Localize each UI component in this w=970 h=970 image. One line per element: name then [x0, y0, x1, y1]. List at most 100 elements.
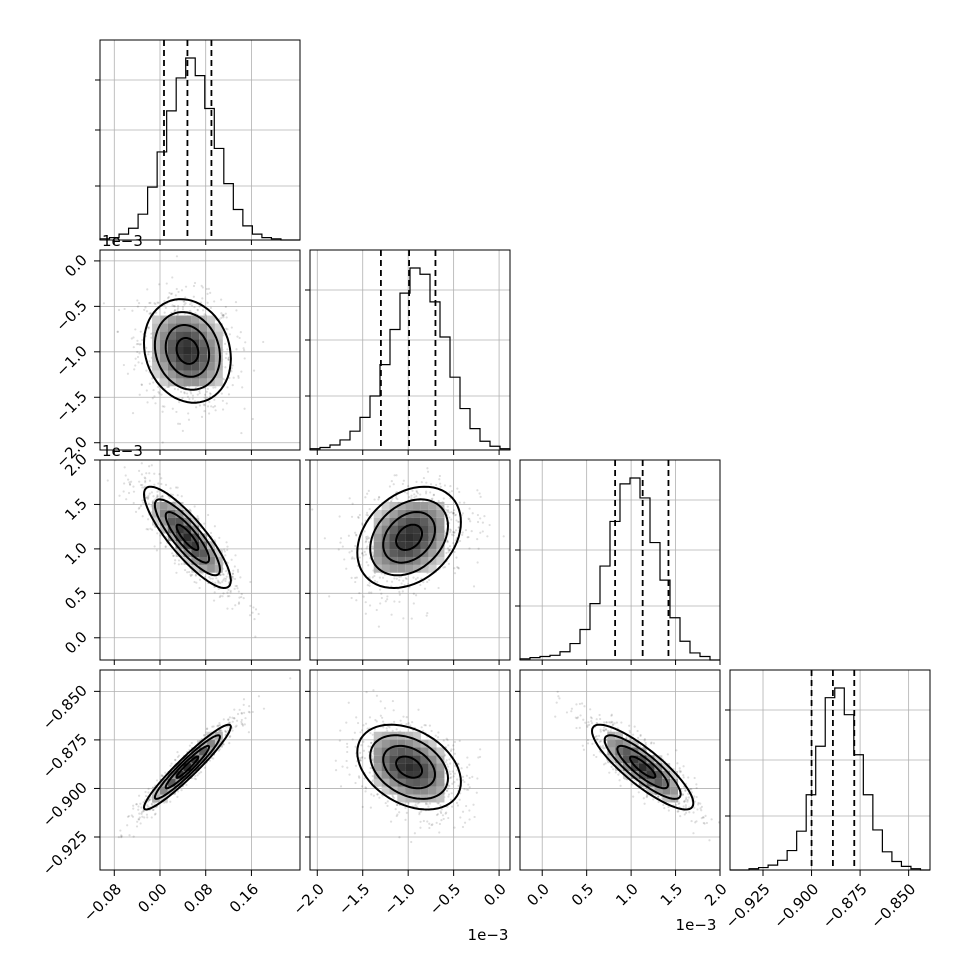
scatter-point: [234, 584, 237, 588]
density-cell: [167, 370, 176, 379]
scatter-point: [139, 822, 142, 825]
scatter-point: [237, 376, 240, 379]
density-cell: [428, 786, 437, 795]
scatter-point: [363, 757, 367, 760]
scatter-point: [262, 340, 265, 344]
scatter-point: [220, 392, 223, 395]
density-cell: [199, 339, 208, 347]
density-cell: [167, 517, 176, 526]
scatter-point: [185, 783, 188, 787]
scatter-point: [350, 550, 353, 553]
scatter-point: [203, 404, 206, 407]
scatter-point: [226, 328, 229, 331]
density-cell: [397, 763, 406, 772]
scatter-point: [195, 406, 198, 409]
scatter-point: [418, 811, 421, 814]
density-cell: [405, 755, 414, 764]
scatter-point: [225, 541, 228, 544]
scatter-point: [209, 577, 212, 580]
scatter-point: [196, 515, 199, 518]
density-cell: [381, 501, 390, 510]
panel-frame: [519, 459, 721, 661]
scatter-point: [396, 813, 399, 816]
scatter-point: [364, 786, 367, 789]
scatter-point: [446, 738, 449, 742]
density-cell: [191, 331, 200, 340]
scatter-point: [240, 431, 243, 435]
histogram-step-3: [730, 687, 930, 871]
contour-2: [369, 734, 450, 800]
panel-frame: [309, 459, 511, 661]
scatter-point: [684, 806, 688, 809]
scatter-point: [206, 727, 209, 730]
scatter-point: [447, 551, 450, 554]
scatter-point: [147, 494, 150, 497]
scatter-point: [177, 306, 180, 310]
density-cell: [183, 354, 192, 363]
scatter-point: [443, 566, 447, 569]
scatter-point: [369, 806, 372, 809]
scatter-point: [464, 529, 468, 532]
scatter-point: [483, 515, 486, 518]
scatter-point: [248, 705, 251, 708]
scatter-point: [136, 305, 140, 308]
scatter-point: [218, 536, 221, 540]
scatter-point: [172, 554, 175, 557]
scatter-point: [468, 547, 471, 550]
scatter-point: [186, 395, 190, 398]
scatter-point: [416, 576, 419, 579]
scatter-point: [235, 309, 238, 312]
scatter-point: [456, 487, 459, 490]
scatter-point: [173, 309, 176, 312]
scatter-point: [150, 511, 153, 514]
contour-1: [382, 744, 437, 790]
density-cell: [405, 747, 414, 756]
scatter-point: [141, 815, 144, 818]
scatter-point: [158, 283, 161, 286]
density-cell: [207, 549, 215, 557]
scatter-point: [364, 541, 367, 544]
contour-3: [356, 485, 462, 590]
scatter-point: [448, 549, 451, 552]
panel-frame: [729, 669, 931, 871]
contour-1: [164, 324, 211, 378]
scatter-point: [140, 473, 144, 476]
scatter-point: [455, 519, 458, 522]
scatter-point: [141, 486, 144, 489]
density-cell: [175, 346, 184, 355]
scatter-point: [383, 573, 386, 576]
scatter-point: [235, 724, 238, 727]
density-cell: [191, 378, 200, 387]
scatter-point: [446, 540, 450, 543]
scatter-point: [145, 472, 148, 475]
scatter-point: [156, 495, 159, 498]
scatter-point: [175, 571, 178, 574]
scatter-point: [181, 397, 184, 400]
density-cell: [389, 549, 398, 557]
scatter-point: [461, 512, 465, 515]
scatter-point: [184, 296, 187, 299]
density-cell: [373, 509, 382, 518]
scatter-point: [365, 561, 368, 564]
scatter-point: [236, 712, 240, 716]
scatter-point: [376, 793, 379, 796]
scatter-point: [249, 580, 252, 584]
scatter-point: [452, 744, 455, 747]
scatter-point: [218, 748, 221, 751]
density-cell: [373, 549, 382, 557]
scatter-point: [391, 699, 395, 703]
scatter-point: [477, 547, 480, 550]
scatter-point: [369, 731, 372, 735]
scatter-point: [137, 808, 140, 811]
scatter-point: [196, 393, 199, 396]
scatter-point: [224, 356, 228, 360]
density-cell: [413, 771, 421, 779]
scatter-point: [391, 794, 394, 797]
scatter-point: [142, 810, 145, 813]
scatter-point: [445, 811, 448, 814]
scatter-point: [230, 326, 233, 329]
scatter-point: [395, 496, 398, 499]
density-cell: [183, 331, 192, 340]
scatter-point: [442, 817, 445, 821]
scatter-point: [353, 731, 356, 734]
